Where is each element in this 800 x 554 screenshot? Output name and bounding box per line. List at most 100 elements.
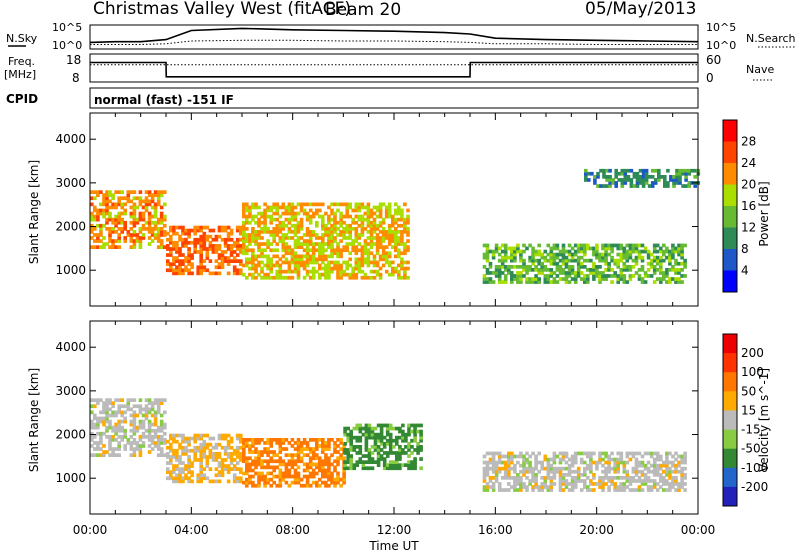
heatmap-cell xyxy=(93,245,97,249)
heatmap-cell xyxy=(333,444,337,448)
heatmap-cell xyxy=(677,454,681,459)
heatmap-cell xyxy=(491,485,496,489)
heatmap-cell xyxy=(358,423,363,428)
heatmap-cell xyxy=(564,277,569,281)
heatmap-cell xyxy=(561,243,566,248)
heatmap-cell xyxy=(187,476,191,481)
heatmap-cell xyxy=(132,230,137,234)
heatmap-cell xyxy=(534,460,538,465)
heatmap-cell xyxy=(293,223,298,228)
heatmap-cell xyxy=(138,202,143,207)
heatmap-cell xyxy=(397,217,401,222)
heatmap-cell xyxy=(684,168,688,173)
heatmap-cell xyxy=(625,469,630,474)
heatmap-cell xyxy=(324,453,328,457)
heatmap-cell xyxy=(141,211,146,216)
heatmap-cell xyxy=(102,236,106,240)
heatmap-cell xyxy=(540,466,544,471)
heatmap-cell xyxy=(534,479,538,483)
heatmap-cell xyxy=(531,479,535,483)
heatmap-cell xyxy=(339,453,343,457)
heatmap-cell xyxy=(528,280,532,284)
heatmap-cell xyxy=(373,448,378,452)
heatmap-cell xyxy=(187,240,191,245)
heatmap-cell xyxy=(628,476,633,480)
heatmap-cell xyxy=(287,462,292,467)
heatmap-cell xyxy=(620,168,625,173)
heatmap-cell xyxy=(561,488,566,492)
heatmap-cell xyxy=(646,255,651,260)
heatmap-cell xyxy=(528,265,532,269)
heatmap-cell xyxy=(343,460,347,464)
heatmap-cell xyxy=(595,255,599,260)
heatmap-cell xyxy=(336,260,340,265)
heatmap-cell xyxy=(272,438,276,442)
heatmap-cell xyxy=(646,261,651,266)
heatmap-cell xyxy=(248,272,252,277)
heatmap-cell xyxy=(683,457,687,462)
heatmap-cell xyxy=(620,178,625,182)
heatmap-cell xyxy=(232,250,237,254)
heatmap-cell xyxy=(214,271,219,276)
heatmap-cell xyxy=(494,274,499,278)
heatmap-cell xyxy=(172,452,176,456)
heatmap-cell xyxy=(357,248,362,253)
heatmap-cell xyxy=(684,184,688,188)
heatmap-cell xyxy=(659,473,663,477)
heatmap-cell xyxy=(369,227,374,231)
heatmap-cell xyxy=(660,175,664,179)
heatmap-cell xyxy=(537,271,541,275)
velocity-y-axis-label: Slant Range [km] xyxy=(27,368,41,472)
heatmap-cell xyxy=(407,445,411,449)
heatmap-cell xyxy=(321,202,325,207)
heatmap-cell xyxy=(665,246,669,251)
heatmap-cell xyxy=(105,193,109,197)
heatmap-cell xyxy=(296,275,301,280)
heatmap-cell xyxy=(401,463,405,467)
heatmap-cell xyxy=(129,239,134,243)
heatmap-cell xyxy=(175,250,179,254)
heatmap-cell xyxy=(120,202,124,207)
heatmap-cell xyxy=(278,477,283,482)
heatmap-cell xyxy=(311,254,316,259)
heatmap-cell xyxy=(293,239,298,243)
heatmap-cell xyxy=(366,260,371,265)
heatmap-cell xyxy=(671,454,675,459)
heatmap-cell xyxy=(260,471,264,476)
heatmap-cell xyxy=(485,466,490,471)
heatmap-cell xyxy=(378,211,383,216)
heatmap-cell xyxy=(144,196,149,201)
heatmap-cell xyxy=(266,266,270,271)
heatmap-cell xyxy=(99,419,103,424)
heatmap-cell xyxy=(150,233,155,237)
heatmap-cell xyxy=(242,208,246,213)
heatmap-cell xyxy=(169,250,173,254)
heatmap-cell xyxy=(659,280,663,284)
heatmap-cell xyxy=(573,249,578,254)
heatmap-cell xyxy=(525,476,529,480)
heatmap-cell xyxy=(129,211,134,216)
heatmap-cell xyxy=(607,274,611,278)
heatmap-cell xyxy=(677,463,681,468)
heatmap-cell xyxy=(693,184,697,188)
heatmap-cell xyxy=(199,225,203,230)
heatmap-cell xyxy=(610,268,614,272)
heatmap-cell xyxy=(573,479,578,483)
heatmap-cell xyxy=(190,256,194,260)
heatmap-cell xyxy=(311,260,316,265)
heatmap-cell xyxy=(372,205,377,210)
heatmap-cell xyxy=(296,236,301,240)
heatmap-cell xyxy=(373,432,378,437)
y-tick-label: 4000 xyxy=(55,132,86,146)
heatmap-cell xyxy=(381,263,386,268)
heatmap-cell xyxy=(640,280,645,284)
heatmap-cell xyxy=(549,482,554,486)
heatmap-cell xyxy=(296,260,301,265)
heatmap-cell xyxy=(248,236,252,240)
heatmap-cell xyxy=(232,259,237,263)
heatmap-cell xyxy=(163,223,167,228)
heatmap-cell xyxy=(275,202,279,207)
heatmap-cell xyxy=(135,236,140,240)
heatmap-cell xyxy=(327,269,331,274)
heatmap-cell xyxy=(407,460,411,464)
